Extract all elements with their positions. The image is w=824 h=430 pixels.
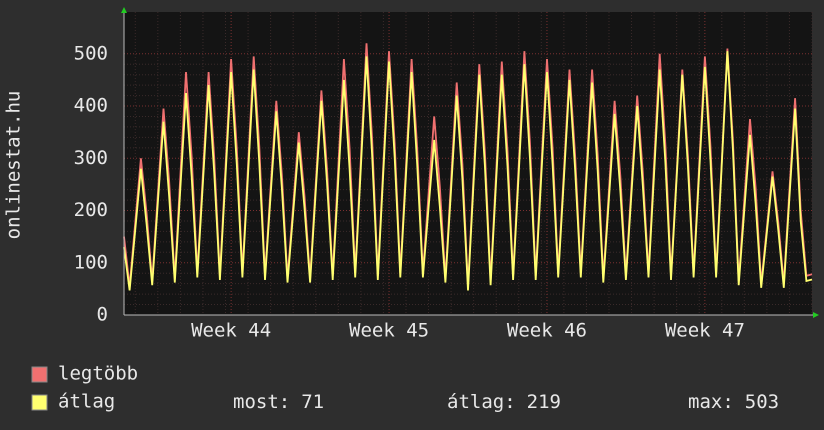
y-axis-label: onlinestat.hu [3,91,25,240]
legend-swatch [31,394,48,411]
stat-label: most: [233,391,290,413]
y-tick-label: 200 [74,199,108,221]
x-tick-label: Week 46 [507,320,587,342]
plot-area [124,12,812,315]
stat: max: 503 [688,391,779,413]
stat: most: 71 [233,391,324,413]
y-tick-label: 400 [74,95,108,117]
legend-swatch [31,366,48,383]
x-tick-label: Week 44 [191,320,271,342]
y-arrow [121,7,127,13]
stat: átlag: 219 [447,391,561,413]
stat-label: max: [688,391,734,413]
legend-label: átlag [58,391,115,413]
stat-value: 71 [301,391,324,413]
legend-label: legtöbb [58,363,138,385]
stat-value: 503 [745,391,779,413]
x-tick-label: Week 47 [665,320,745,342]
x-tick-label: Week 45 [349,320,429,342]
y-tick-label: 100 [74,251,108,273]
y-tick-label: 500 [74,42,108,64]
stat-value: 219 [527,391,561,413]
x-arrow [813,312,819,318]
y-tick-label: 0 [97,304,108,326]
stat-label: átlag: [447,391,516,413]
series-line [123,51,813,291]
y-tick-label: 300 [74,147,108,169]
